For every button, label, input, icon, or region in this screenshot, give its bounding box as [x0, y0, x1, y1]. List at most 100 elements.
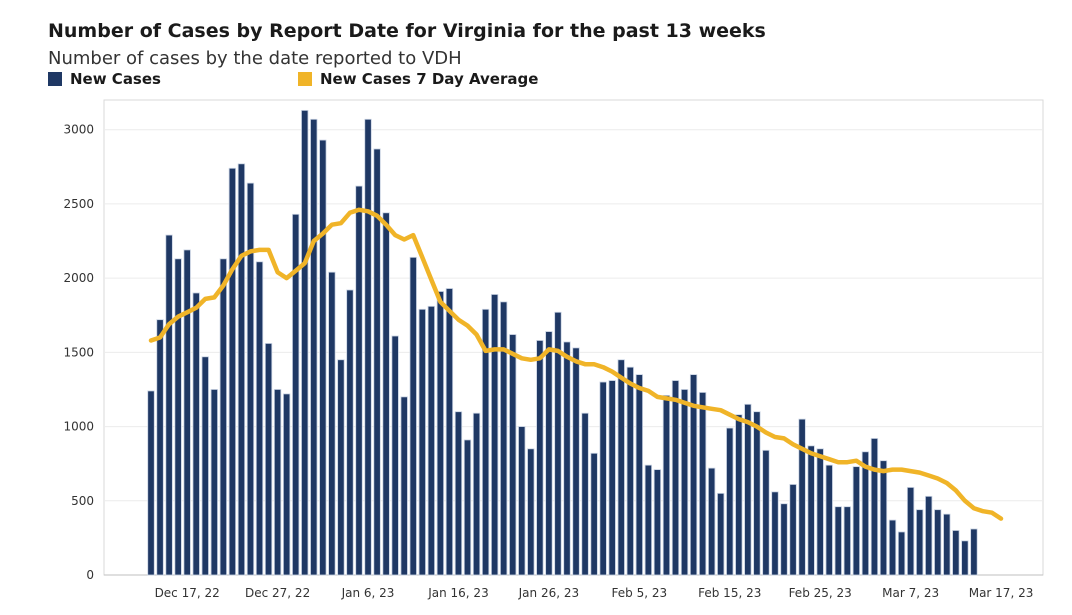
- bar-new-cases: [409, 256, 417, 576]
- bar-new-cases: [581, 412, 589, 576]
- bar-new-cases: [689, 374, 698, 576]
- legend-item-new-cases: New Cases: [48, 70, 161, 88]
- bar-new-cases: [328, 271, 336, 576]
- y-tick-label: 0: [86, 568, 94, 582]
- bar-new-cases: [843, 506, 851, 576]
- bar-new-cases: [400, 396, 408, 576]
- bar-new-cases: [237, 163, 246, 576]
- bar-new-cases: [183, 249, 191, 576]
- bar-new-cases: [708, 467, 716, 576]
- bar-new-cases: [599, 381, 607, 576]
- bar-new-cases: [490, 294, 499, 576]
- bar-new-cases: [436, 291, 445, 576]
- bar-new-cases: [952, 530, 960, 576]
- x-tick-label: Dec 27, 22: [245, 586, 310, 600]
- bar-new-cases: [273, 389, 282, 576]
- bar-new-cases: [906, 487, 915, 576]
- y-tick-label: 1500: [63, 345, 94, 359]
- x-tick-label: Mar 7, 23: [882, 586, 939, 600]
- bar-new-cases: [744, 403, 752, 576]
- bar-new-cases: [346, 289, 354, 576]
- bar-new-cases: [590, 452, 598, 576]
- bar-new-cases: [509, 334, 517, 576]
- bar-new-cases: [264, 343, 273, 576]
- bar-new-cases: [717, 492, 725, 576]
- bar-new-cases: [382, 212, 390, 576]
- bar-new-cases: [536, 340, 544, 576]
- bar-new-cases: [147, 390, 155, 576]
- bar-new-cases: [861, 451, 870, 576]
- y-tick-label: 1000: [63, 420, 94, 434]
- bar-new-cases: [789, 484, 797, 576]
- bar-new-cases: [798, 418, 806, 576]
- bar-new-cases: [771, 491, 779, 576]
- bar-new-cases: [174, 258, 182, 576]
- bar-new-cases: [897, 531, 906, 576]
- legend-label-new-cases: New Cases: [70, 70, 161, 88]
- bar-new-cases: [807, 445, 815, 576]
- bar-new-cases: [301, 109, 309, 576]
- bar-new-cases: [834, 506, 842, 576]
- bar-new-cases: [762, 449, 770, 576]
- bar-new-cases: [644, 464, 653, 576]
- legend-swatch-7-day-average: [298, 72, 312, 86]
- y-tick-label: 2000: [63, 271, 94, 285]
- x-tick-label: Feb 25, 23: [789, 586, 852, 600]
- y-tick-label: 3000: [63, 123, 94, 137]
- bar-new-cases: [816, 448, 824, 576]
- bar-new-cases: [500, 301, 508, 576]
- bar-new-cases: [735, 414, 743, 576]
- bar-new-cases: [545, 331, 553, 576]
- bar-new-cases: [780, 503, 788, 576]
- bar-new-cases: [916, 509, 924, 576]
- bar-new-cases: [445, 288, 454, 576]
- bar-new-cases: [156, 319, 164, 576]
- bar-new-cases: [527, 448, 535, 576]
- bar-new-cases: [454, 411, 463, 576]
- bar-new-cases: [662, 394, 671, 576]
- chart-subtitle: Number of cases by the date reported to …: [48, 48, 462, 69]
- legend-label-7-day-average: New Cases 7 Day Average: [320, 70, 539, 88]
- legend-item-7-day-average: New Cases 7 Day Average: [298, 70, 538, 88]
- bar-new-cases: [165, 234, 173, 576]
- line-7-day-average: [148, 207, 1004, 521]
- bar-new-cases: [653, 469, 662, 576]
- bar-new-cases: [255, 261, 264, 576]
- bar-new-cases: [608, 380, 616, 576]
- bar-new-cases: [364, 118, 372, 576]
- bar-new-cases: [961, 540, 969, 576]
- x-tick-label: Jan 16, 23: [427, 586, 488, 600]
- bar-new-cases: [970, 528, 978, 576]
- bar-new-cases: [680, 389, 689, 576]
- bar-new-cases: [888, 519, 897, 576]
- x-tick-label: Dec 17, 22: [155, 586, 220, 600]
- bar-new-cases: [201, 356, 209, 576]
- bar-new-cases: [626, 366, 634, 576]
- bar-new-cases: [391, 335, 399, 576]
- bar-new-cases: [726, 427, 734, 576]
- bar-new-cases: [292, 213, 300, 576]
- bar-new-cases: [463, 439, 472, 576]
- bar-new-cases: [617, 359, 625, 576]
- bar-new-cases: [337, 359, 345, 576]
- bar-new-cases: [373, 148, 381, 576]
- bar-new-cases: [481, 308, 490, 576]
- bar-new-cases: [825, 464, 833, 576]
- bar-new-cases: [282, 393, 291, 576]
- bar-new-cases: [210, 389, 218, 576]
- y-tick-label: 500: [71, 494, 94, 508]
- bar-new-cases: [219, 258, 227, 576]
- bar-new-cases: [228, 167, 237, 576]
- bar-new-cases: [246, 182, 255, 576]
- bar-new-cases: [934, 509, 942, 576]
- bar-new-cases: [355, 185, 363, 576]
- bar-new-cases: [310, 118, 318, 576]
- bar-new-cases: [879, 460, 888, 576]
- bar-new-cases: [518, 426, 526, 576]
- bar-new-cases: [671, 380, 680, 576]
- bar-new-cases: [418, 308, 426, 576]
- y-tick-label: 2500: [63, 197, 94, 211]
- bar-new-cases: [563, 341, 571, 576]
- bar-new-cases: [554, 311, 562, 576]
